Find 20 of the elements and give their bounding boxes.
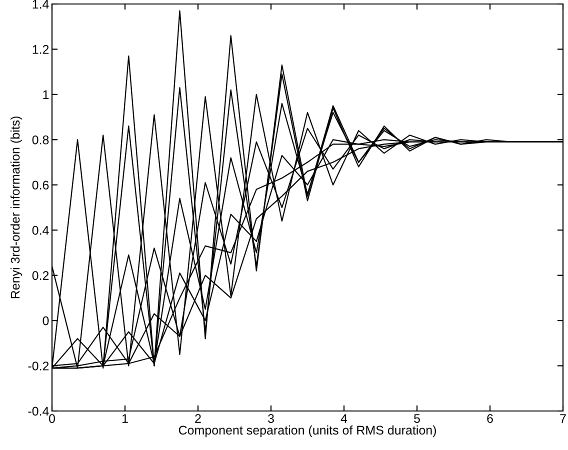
y-tick-label: 0.6 xyxy=(32,180,49,190)
x-tick-label: 1 xyxy=(122,414,128,423)
x-axis-title: Component separation (units of RMS duration) xyxy=(178,425,436,438)
y-tick-label: 1.2 xyxy=(32,45,49,54)
x-tick-label: 7 xyxy=(560,414,566,423)
x-tick-label: 3 xyxy=(268,414,274,423)
x-tick-label: 2 xyxy=(195,414,201,423)
y-tick-label: 0.4 xyxy=(32,226,49,235)
y-tick-label: -0.4 xyxy=(28,406,49,416)
y-tick-label: 0 xyxy=(42,316,49,326)
y-tick-label: 1 xyxy=(43,90,49,99)
y-axis-title: Renyi 3rd-order information (bits) xyxy=(10,116,22,298)
x-tick-label: 4 xyxy=(340,414,348,423)
x-tick-label: 5 xyxy=(414,414,420,423)
y-tick-label: -0.2 xyxy=(28,362,49,370)
x-tick-label: 0 xyxy=(49,414,55,423)
y-tick-label: 0.8 xyxy=(32,135,49,144)
y-tick-label: 1.4 xyxy=(32,0,49,9)
y-tick-label: 0.2 xyxy=(32,271,49,280)
x-tick-label: 6 xyxy=(487,414,493,423)
